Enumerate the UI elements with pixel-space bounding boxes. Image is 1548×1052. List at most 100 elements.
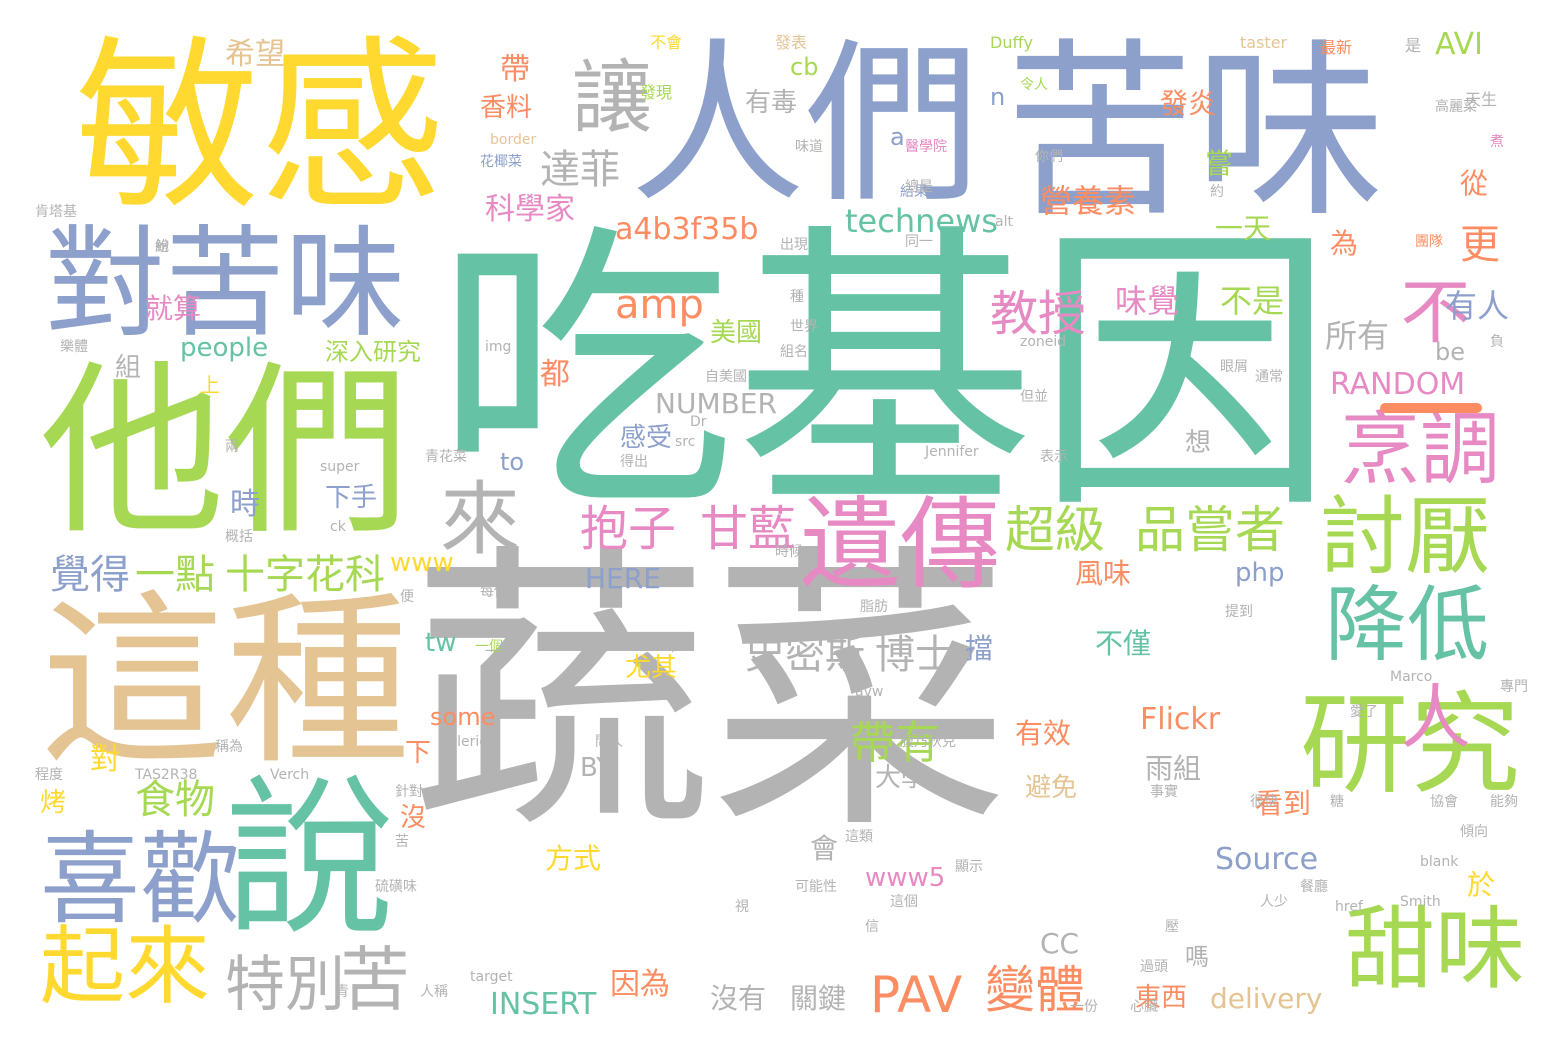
word-cloud-word: 很快 (1250, 794, 1278, 810)
word-cloud-word: 糖 (1330, 794, 1344, 810)
word-cloud-word: 約 (1210, 184, 1224, 200)
word-cloud-word: n (990, 83, 1006, 111)
word-cloud-word: 不會 (650, 33, 683, 52)
word-cloud-word: 愛了 (1350, 704, 1378, 720)
word-cloud-word: 同一 (905, 234, 933, 250)
word-cloud-word: 特別 (225, 950, 345, 1020)
word-cloud-word: php (1235, 558, 1285, 588)
word-cloud-word: 達菲 (540, 147, 620, 193)
word-cloud-word: 下 (405, 738, 432, 768)
word-cloud-word: 結果 (900, 184, 928, 200)
word-cloud-word: 苦 (395, 834, 409, 850)
word-cloud-word: 硫磺味 (375, 879, 417, 895)
word-cloud-word: 脂肪 (860, 599, 888, 615)
word-cloud-word: 最新 (1320, 38, 1353, 57)
word-cloud-word: NUMBER (655, 387, 777, 420)
word-cloud-word: 品嘗者 (1135, 501, 1285, 559)
word-cloud-word: 心臟 (1130, 999, 1158, 1015)
word-cloud-word: Marco (1390, 669, 1433, 685)
word-cloud-word: 餐廳 (1300, 879, 1328, 895)
word-cloud-word: 遺傳 (800, 486, 1000, 603)
word-cloud-word: 嗎 (1185, 943, 1209, 971)
word-cloud-word: 讓 (559, 55, 652, 135)
word-cloud-word: 自美國 (705, 369, 747, 385)
word-cloud-word: 教授 (990, 286, 1087, 342)
word-cloud-word: some (430, 703, 496, 731)
word-cloud-word: 沒有 (710, 982, 767, 1015)
word-cloud-word: img (485, 339, 512, 355)
word-cloud-word: 味道 (795, 139, 823, 155)
word-cloud-word: 有人 (1445, 287, 1510, 325)
word-cloud-word: 程度 (35, 767, 63, 783)
word-cloud-word: a (890, 123, 905, 151)
word-cloud-word: delivery (1210, 982, 1323, 1015)
word-cloud-word: Verch (270, 767, 310, 783)
word-cloud-word: 時候 (775, 544, 803, 560)
word-cloud-word: Smith (1400, 894, 1441, 910)
word-cloud-word: 為 (1330, 227, 1359, 260)
word-cloud-word: 種 (790, 289, 804, 305)
word-cloud-word: 視 (735, 899, 749, 915)
word-cloud-word: 年 (665, 639, 679, 655)
word-cloud-word: 吃基因 (435, 200, 1335, 549)
word-cloud-word: 天生 (1465, 90, 1498, 109)
word-cloud-word: 專門 (1500, 679, 1528, 695)
word-cloud-word: 超級 (1005, 501, 1105, 559)
word-cloud-word: 食物 (135, 777, 215, 823)
word-cloud-word: 來 (440, 473, 520, 566)
word-cloud-word: 苦 (340, 939, 410, 1021)
word-cloud-word: Valerie (440, 734, 488, 750)
word-cloud-word: to (500, 448, 525, 476)
word-cloud-word: 喜歡 (40, 821, 240, 938)
word-cloud-word: 一算 (485, 644, 513, 660)
word-cloud-word: Source (1215, 842, 1319, 877)
word-cloud-word: 營養素 (1040, 182, 1137, 220)
word-cloud-word: 信 (865, 919, 879, 935)
word-cloud-word: 東西 (1135, 983, 1188, 1013)
word-cloud-word: 眼屑 (1220, 359, 1248, 375)
word-cloud-word: 帶有 (850, 716, 941, 769)
word-cloud-word: 每個 (480, 584, 508, 600)
word-cloud-word: people (180, 333, 269, 363)
word-cloud-word: 總是 (905, 179, 933, 195)
word-cloud-word: border (490, 132, 537, 148)
word-cloud-word: 表示 (1040, 449, 1068, 465)
word-cloud-word: 人稱 (420, 984, 448, 1000)
word-cloud-word: 想 (1185, 428, 1212, 458)
word-cloud-word: 一份 (1070, 999, 1098, 1015)
word-cloud-word: 從 (1460, 167, 1489, 200)
word-cloud-word: 討厭 (1320, 488, 1491, 587)
word-cloud-word: 但並 (1020, 389, 1048, 405)
word-cloud-word: 烤 (40, 788, 67, 818)
word-cloud-word: Flickr (1140, 702, 1221, 737)
word-cloud-word: 有效 (1015, 717, 1072, 750)
word-cloud-word: 研究 (1300, 681, 1520, 809)
word-cloud-word: Duffy (990, 33, 1033, 52)
word-cloud-word: 鮑 (155, 239, 169, 255)
word-cloud-word: 組 (115, 353, 142, 383)
word-cloud-word: 蔬菜 (410, 520, 1010, 869)
word-cloud-word: tw (425, 628, 457, 658)
word-cloud-word: 團隊 (1415, 234, 1443, 250)
word-cloud-word: 關鍵 (790, 982, 847, 1015)
word-cloud-word: 甘藍 (700, 501, 797, 557)
word-cloud-word: 顯示 (955, 859, 983, 875)
word-cloud-word: alt (995, 214, 1013, 230)
word-cloud-word: 起來 (40, 918, 211, 1017)
word-cloud-word: 雨組 (1145, 752, 1202, 785)
word-cloud-word: 青花菜 (425, 449, 467, 465)
word-cloud-word: 一天 (1215, 212, 1272, 245)
word-cloud-word: HERE (585, 562, 661, 595)
word-cloud-word: cb (790, 53, 819, 81)
word-cloud-word: 概括 (225, 529, 253, 545)
word-cloud-word: 風味 (1075, 557, 1132, 590)
word-cloud-word: 一點 (135, 552, 215, 598)
word-cloud-word: 樂體 (60, 339, 88, 355)
word-cloud-word: 下手 (325, 483, 378, 513)
word-cloud-word: 得出 (620, 454, 648, 470)
word-cloud-word: 不僅 (1095, 627, 1152, 660)
word-cloud-word: 帶 (500, 52, 530, 87)
word-cloud-word: 令人 (1020, 77, 1048, 93)
word-cloud-word: 過頭 (1140, 959, 1168, 975)
word-cloud-word: 味覺 (1115, 282, 1180, 320)
